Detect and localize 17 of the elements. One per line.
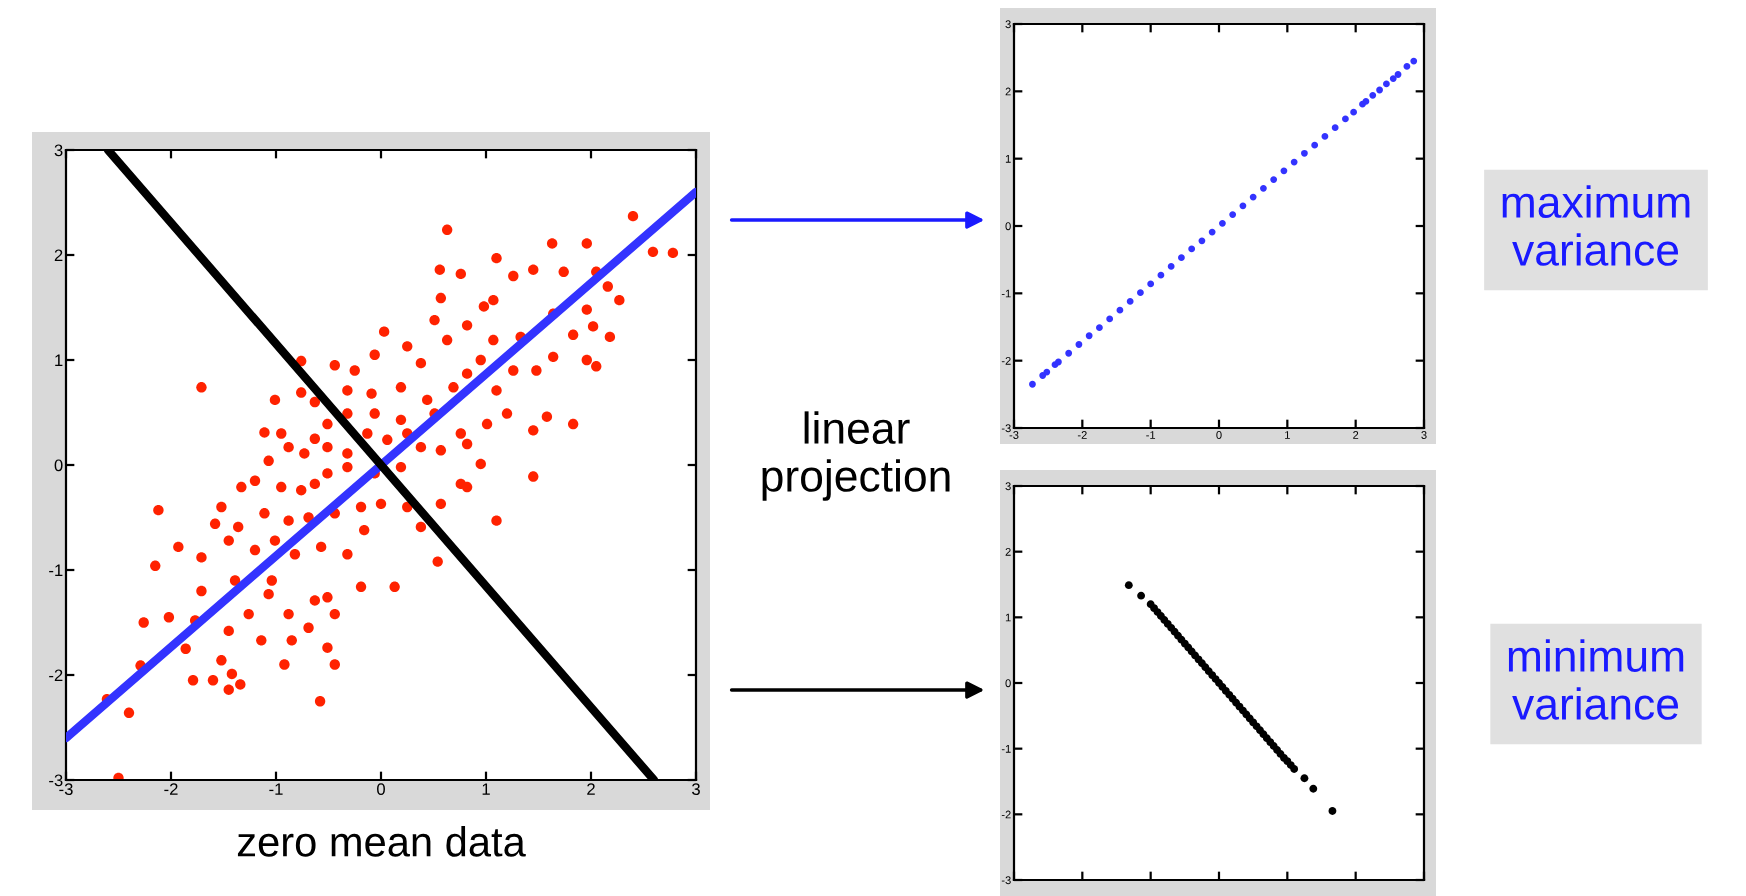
- x-tick-label: 2: [587, 783, 595, 795]
- y-tick-label: 3: [54, 144, 63, 157]
- text: minimum variance: [1508, 639, 1684, 720]
- y-tick-label: 2: [54, 249, 63, 262]
- x-tick-label: 0: [377, 783, 385, 796]
- text: linear projection: [762, 411, 950, 501]
- x-tick-label: -2: [164, 783, 178, 795]
- x-axis-title: zero mean data: [237, 826, 526, 857]
- x-tick-label: -1: [269, 783, 283, 795]
- text: maximum variance: [1502, 185, 1690, 266]
- x-tick-label: 1: [482, 783, 490, 795]
- y-tick-label: -3: [49, 774, 63, 787]
- x-tick-label: 3: [692, 783, 700, 796]
- y-tick-label: 1: [55, 354, 63, 367]
- y-tick-label: -1: [49, 564, 63, 577]
- y-tick-label: -2: [49, 669, 63, 682]
- y-tick-label: 0: [54, 459, 63, 472]
